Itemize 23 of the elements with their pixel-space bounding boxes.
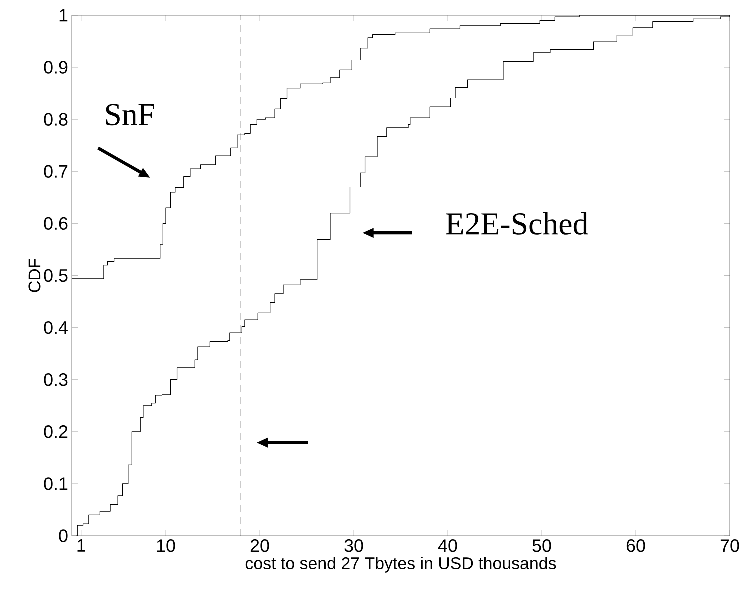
x-tick-label: 50 [532, 540, 552, 552]
annotation: E2E-Sched [446, 212, 588, 235]
y-axis-title: CDF [28, 259, 41, 292]
y-tick-label: 0.5 [44, 269, 68, 282]
y-tick-label: 0.6 [44, 217, 68, 230]
y-tick-label: 1 [60, 9, 68, 22]
x-axis-title: cost to send 27 Tbytes in USD thousands [246, 557, 556, 573]
x-tick-label: 40 [438, 540, 458, 552]
x-tick-label: 10 [157, 540, 176, 552]
y-tick-label: 0.8 [44, 113, 68, 126]
y-tick-label: 0.9 [44, 61, 68, 74]
x-tick-label: 30 [344, 540, 364, 552]
y-tick-label: 0.3 [44, 373, 68, 386]
y-tick-label: 0.7 [44, 165, 68, 178]
x-tick-label: 70 [720, 540, 740, 552]
y-tick-label: 0.2 [44, 426, 68, 438]
y-tick-label: 0.1 [44, 478, 68, 490]
y-tick-label: 0 [59, 530, 68, 542]
x-tick-label: 1 [78, 540, 86, 552]
x-tick-label: 60 [626, 540, 646, 552]
y-tick-label: 0.4 [44, 321, 68, 334]
x-tick-label: 20 [250, 540, 270, 552]
annotation: SnF [106, 104, 154, 126]
